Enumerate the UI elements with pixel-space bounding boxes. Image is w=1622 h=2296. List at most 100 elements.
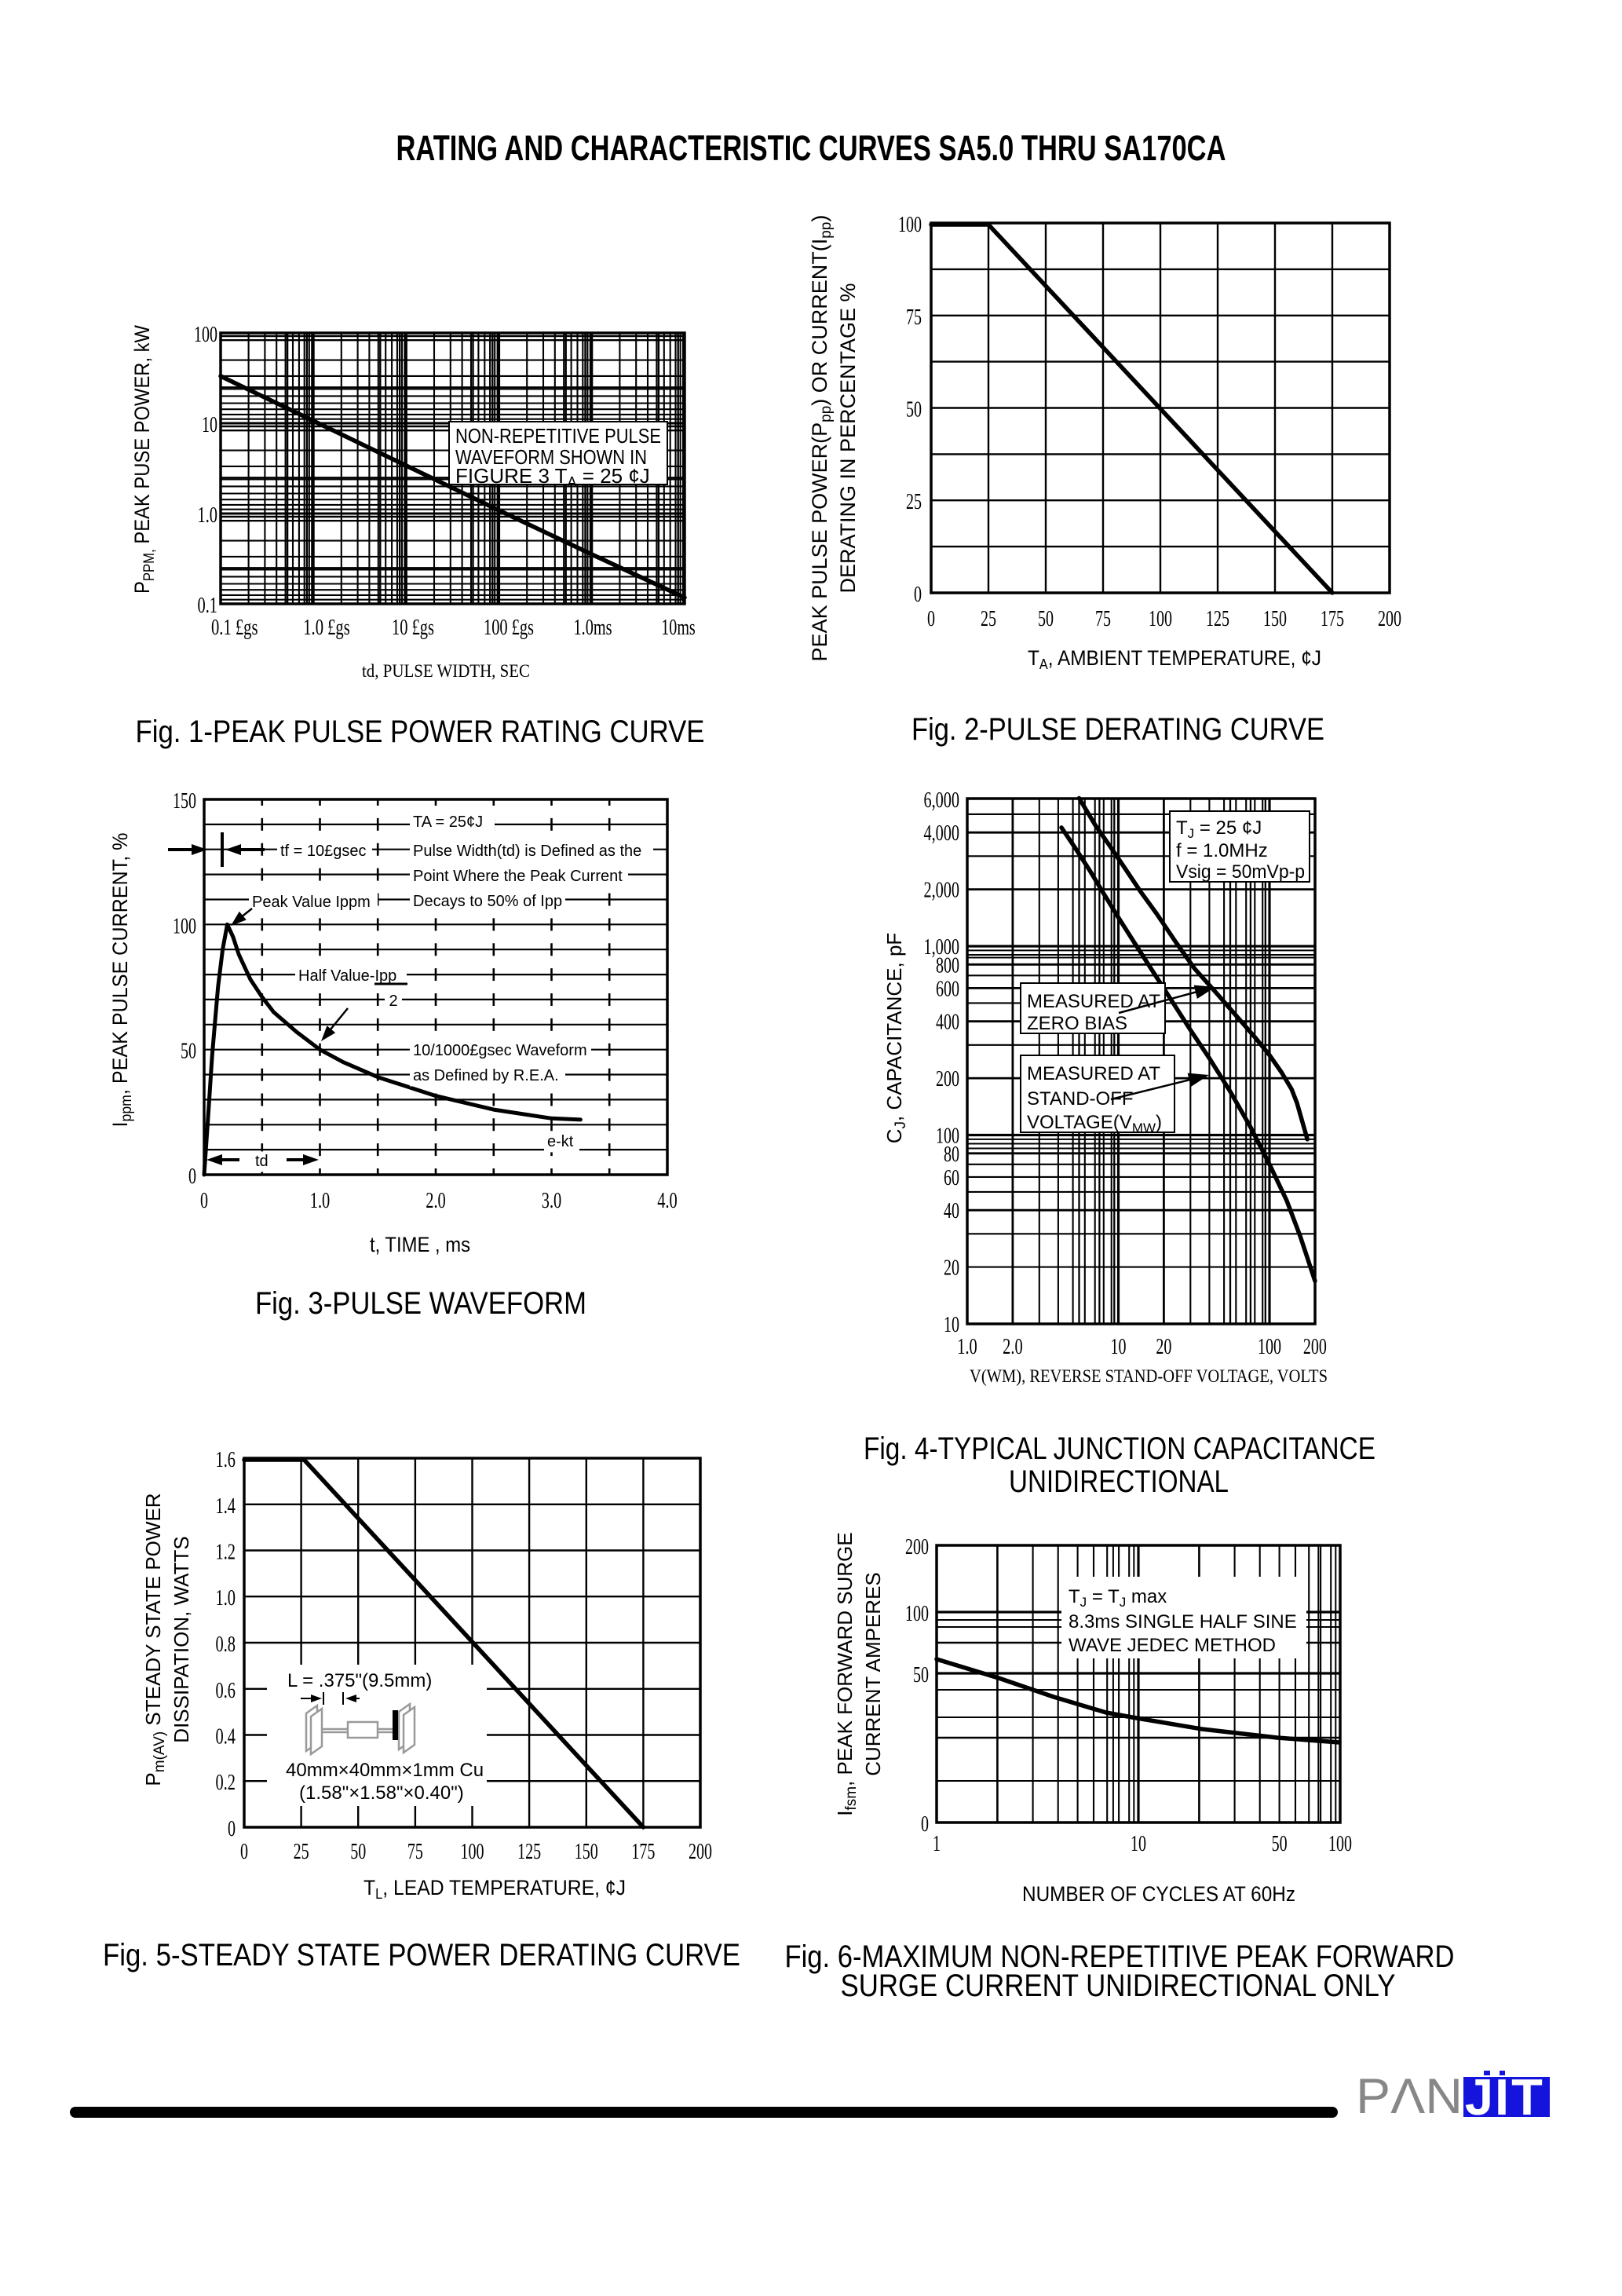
svg-text:0.1 £gs: 0.1 £gs: [211, 616, 258, 640]
svg-text:1.0: 1.0: [216, 1586, 236, 1610]
svg-text:UNIDIRECTIONAL: UNIDIRECTIONAL: [1009, 1464, 1229, 1499]
svg-text:CJ, CAPACITANCE, pF: CJ, CAPACITANCE, pF: [882, 933, 909, 1144]
svg-text:125: 125: [517, 1840, 541, 1864]
svg-text:200: 200: [689, 1840, 712, 1864]
svg-text:CURRENT AMPERES: CURRENT AMPERES: [861, 1572, 885, 1776]
svg-text:0: 0: [188, 1164, 196, 1189]
svg-text:10/1000£gsec Waveform: 10/1000£gsec Waveform: [413, 1042, 587, 1059]
svg-text:175: 175: [631, 1840, 655, 1864]
svg-text:WAVEFORM SHOWN IN: WAVEFORM SHOWN IN: [455, 445, 647, 469]
svg-text:150: 150: [173, 789, 196, 813]
svg-text:Pulse Width(td) is Defined as: Pulse Width(td) is Defined as the: [413, 843, 641, 860]
svg-text:1: 1: [933, 1832, 941, 1856]
svg-text:10ms: 10ms: [661, 616, 696, 640]
svg-text:0.1: 0.1: [198, 594, 218, 618]
svg-text:Fig. 6-MAXIMUM NON-REPETITIVE: Fig. 6-MAXIMUM NON-REPETITIVE PEAK FORWA…: [785, 1940, 1455, 1974]
svg-text:Peak Value Ippm: Peak Value Ippm: [252, 894, 371, 911]
svg-text:MEASURED AT: MEASURED AT: [1027, 1063, 1160, 1084]
svg-text:0.6: 0.6: [216, 1679, 236, 1703]
svg-text:25: 25: [294, 1840, 309, 1864]
svg-text:25: 25: [981, 607, 996, 631]
svg-text:1.0: 1.0: [198, 503, 218, 528]
svg-text:Half Value-Ipp: Half Value-Ipp: [298, 967, 396, 985]
svg-text:125: 125: [1206, 607, 1229, 631]
svg-text:4.0: 4.0: [657, 1189, 678, 1213]
svg-text:50: 50: [350, 1840, 366, 1864]
svg-text:800: 800: [936, 953, 959, 978]
svg-text:100 £gs: 100 £gs: [484, 616, 534, 640]
svg-text:10: 10: [944, 1313, 959, 1337]
svg-text:100: 100: [905, 1602, 929, 1626]
svg-text:f = 1.0MHz: f = 1.0MHz: [1176, 840, 1268, 861]
svg-text:Ippm, PEAK PULSE CURRENT, %: Ippm, PEAK PULSE CURRENT, %: [108, 833, 135, 1128]
svg-text:0: 0: [240, 1840, 248, 1864]
svg-text:Fig. 2-PULSE DERATING CURVE: Fig. 2-PULSE DERATING CURVE: [911, 712, 1324, 747]
svg-text:1.0 £gs: 1.0 £gs: [303, 616, 350, 640]
svg-text:175: 175: [1321, 607, 1344, 631]
svg-text:100: 100: [461, 1840, 484, 1864]
svg-text:3.0: 3.0: [542, 1189, 562, 1213]
svg-text:100: 100: [1258, 1335, 1281, 1359]
svg-text:1.0ms: 1.0ms: [574, 616, 612, 640]
svg-text:2: 2: [389, 993, 397, 1010]
svg-text:T: T: [1511, 2068, 1543, 2126]
svg-text:1.2: 1.2: [216, 1541, 236, 1565]
svg-text:0: 0: [927, 607, 935, 631]
svg-text:MEASURED AT: MEASURED AT: [1027, 991, 1160, 1012]
svg-text:25: 25: [906, 490, 922, 514]
svg-text:Vsig = 50mVp-p: Vsig = 50mVp-p: [1176, 861, 1305, 883]
svg-text:SURGE CURRENT UNIDIRECTIONAL O: SURGE CURRENT UNIDIRECTIONAL ONLY: [841, 1969, 1396, 2003]
svg-text:400: 400: [936, 1011, 959, 1035]
svg-text:1,000: 1,000: [924, 935, 960, 960]
svg-text:10: 10: [202, 413, 217, 437]
svg-text:50: 50: [181, 1040, 196, 1064]
svg-text:Ifsm, PEAK FORWARD SURGE: Ifsm, PEAK FORWARD SURGE: [833, 1532, 860, 1815]
svg-text:50: 50: [906, 398, 922, 422]
svg-text:2.0: 2.0: [426, 1189, 446, 1213]
svg-text:RATING AND CHARACTERISTIC CURV: RATING AND CHARACTERISTIC CURVES SA5.0 T…: [396, 128, 1226, 168]
svg-text:20: 20: [944, 1256, 959, 1281]
svg-text:e-kt: e-kt: [547, 1133, 574, 1150]
svg-text:4,000: 4,000: [924, 821, 960, 846]
svg-text:Fig. 5-STEADY STATE POWER DERA: Fig. 5-STEADY STATE POWER DERATING CURVE: [103, 1938, 740, 1972]
svg-text:200: 200: [1378, 607, 1401, 631]
svg-text:TL, LEAD TEMPERATURE, ¢J: TL, LEAD TEMPERATURE, ¢J: [363, 1876, 626, 1902]
svg-text:150: 150: [575, 1840, 598, 1864]
svg-text:I: I: [1495, 2068, 1509, 2126]
svg-text:DERATING IN PERCENTAGE %: DERATING IN PERCENTAGE %: [836, 283, 860, 593]
svg-text:75: 75: [407, 1840, 423, 1864]
svg-text:20: 20: [1156, 1335, 1171, 1359]
svg-text:150: 150: [1263, 607, 1287, 631]
svg-text:td, PULSE WIDTH, SEC: td, PULSE WIDTH, SEC: [362, 661, 530, 681]
svg-text:NON-REPETITIVE PULSE: NON-REPETITIVE PULSE: [455, 424, 661, 448]
svg-text:Decays to 50% of Ipp: Decays to 50% of Ipp: [413, 893, 562, 910]
svg-text:0: 0: [228, 1817, 236, 1841]
svg-text:WAVE JEDEC METHOD: WAVE JEDEC METHOD: [1069, 1635, 1276, 1656]
svg-text:tf = 10£gsec: tf = 10£gsec: [280, 843, 367, 860]
svg-text:0.8: 0.8: [216, 1632, 236, 1657]
svg-text:NUMBER OF CYCLES AT 60Hz: NUMBER OF CYCLES AT 60Hz: [1022, 1882, 1295, 1906]
svg-text:1.4: 1.4: [216, 1494, 236, 1519]
svg-text:8.3ms SINGLE HALF SINE: 8.3ms SINGLE HALF SINE: [1069, 1611, 1297, 1632]
svg-text:1.0: 1.0: [957, 1335, 977, 1359]
svg-text:60: 60: [944, 1166, 959, 1190]
svg-text:Fig. 3-PULSE WAVEFORM: Fig. 3-PULSE WAVEFORM: [255, 1286, 586, 1321]
svg-text:100: 100: [173, 914, 196, 938]
svg-text:TA = 25¢J: TA = 25¢J: [413, 813, 483, 831]
svg-text:0: 0: [921, 1812, 929, 1837]
svg-text:100: 100: [898, 213, 922, 237]
svg-text:80: 80: [944, 1143, 959, 1167]
svg-text:75: 75: [906, 305, 922, 330]
svg-text:L = .375"(9.5mm): L = .375"(9.5mm): [287, 1670, 432, 1691]
svg-text:100: 100: [936, 1124, 959, 1149]
svg-text:td: td: [255, 1153, 269, 1170]
svg-text:1.6: 1.6: [216, 1448, 236, 1472]
svg-text:PPPM, PEAK PUSE POWER, kW: PPPM, PEAK PUSE POWER, kW: [130, 325, 158, 594]
svg-text:100: 100: [194, 323, 217, 347]
svg-text:FIGURE 3 TA = 25 ¢J: FIGURE 3 TA = 25 ¢J: [455, 464, 650, 490]
svg-text:50: 50: [913, 1663, 929, 1687]
svg-text:1.0: 1.0: [310, 1189, 331, 1213]
svg-text:50: 50: [1272, 1832, 1288, 1856]
svg-text:PEAK PULSE POWER(Ppp) OR CURRE: PEAK PULSE POWER(Ppp) OR CURRENT(Ipp): [808, 215, 835, 662]
svg-text:10: 10: [1111, 1335, 1127, 1359]
